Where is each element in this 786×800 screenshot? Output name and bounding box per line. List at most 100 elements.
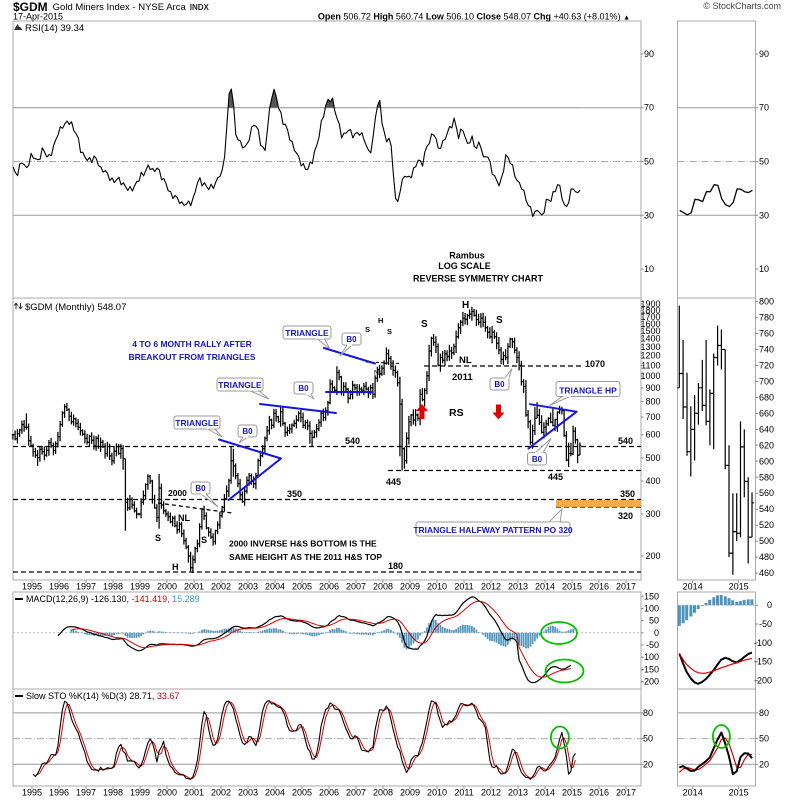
svg-text:REVERSE SYMMETRY CHART: REVERSE SYMMETRY CHART <box>413 274 544 284</box>
svg-text:2014: 2014 <box>683 582 703 592</box>
svg-text:600: 600 <box>759 456 774 466</box>
svg-text:1100: 1100 <box>641 361 660 371</box>
svg-text:700: 700 <box>759 376 774 386</box>
svg-text:2017: 2017 <box>616 582 636 592</box>
svg-text:480: 480 <box>759 552 774 562</box>
svg-text:2016: 2016 <box>589 788 609 798</box>
svg-text:1996: 1996 <box>49 582 69 592</box>
svg-text:50: 50 <box>644 157 654 167</box>
svg-text:S: S <box>496 315 503 326</box>
svg-text:TRIANGLE: TRIANGLE <box>175 418 219 428</box>
svg-text:1999: 1999 <box>130 788 150 798</box>
svg-text:300: 300 <box>645 509 660 519</box>
svg-text:2017: 2017 <box>616 788 636 798</box>
svg-text:540: 540 <box>618 436 633 446</box>
svg-text:Rambus: Rambus <box>449 251 485 261</box>
svg-text:80: 80 <box>759 708 769 718</box>
svg-text:TRIANGLE: TRIANGLE <box>218 380 262 390</box>
svg-text:2007: 2007 <box>346 582 366 592</box>
svg-text:S: S <box>155 533 161 543</box>
svg-text:$GDM (Monthly) 548.07: $GDM (Monthly) 548.07 <box>25 302 126 313</box>
svg-text:NL: NL <box>459 355 472 366</box>
svg-text:-50: -50 <box>646 640 659 650</box>
svg-text:2008: 2008 <box>373 582 393 592</box>
svg-text:2009: 2009 <box>400 582 420 592</box>
svg-text:2011: 2011 <box>454 582 473 592</box>
svg-text:0: 0 <box>767 600 772 610</box>
svg-text:2001: 2001 <box>184 788 204 798</box>
svg-text:180: 180 <box>388 561 403 571</box>
svg-text:2000: 2000 <box>157 582 177 592</box>
svg-text:2004: 2004 <box>265 582 285 592</box>
svg-text:B0: B0 <box>195 484 206 493</box>
svg-text:620: 620 <box>759 440 774 450</box>
svg-text:2014: 2014 <box>535 582 555 592</box>
svg-text:-150: -150 <box>754 657 772 667</box>
svg-text:150: 150 <box>644 591 659 601</box>
svg-text:50: 50 <box>643 734 653 744</box>
svg-text:560: 560 <box>759 488 774 498</box>
svg-text:2007: 2007 <box>346 788 366 798</box>
svg-text:700: 700 <box>645 412 660 422</box>
svg-text:680: 680 <box>759 392 774 402</box>
svg-text:520: 520 <box>759 520 774 530</box>
svg-text:30: 30 <box>644 210 654 220</box>
svg-text:2011: 2011 <box>452 372 473 383</box>
svg-text:640: 640 <box>759 424 774 434</box>
svg-text:2002: 2002 <box>211 788 231 798</box>
svg-text:500: 500 <box>759 536 774 546</box>
svg-text:2006: 2006 <box>319 582 339 592</box>
svg-text:1995: 1995 <box>22 788 42 798</box>
svg-text:2003: 2003 <box>238 788 258 798</box>
svg-text:2008: 2008 <box>373 788 393 798</box>
svg-text:2003: 2003 <box>238 582 258 592</box>
svg-text:400: 400 <box>645 476 660 486</box>
svg-text:1400: 1400 <box>640 334 660 344</box>
svg-text:50: 50 <box>649 616 659 626</box>
svg-text:2014: 2014 <box>683 788 703 798</box>
svg-text:1996: 1996 <box>49 788 69 798</box>
svg-text:740: 740 <box>759 345 774 355</box>
svg-text:2015: 2015 <box>729 582 749 592</box>
svg-text:2013: 2013 <box>508 582 528 592</box>
svg-text:50: 50 <box>759 734 769 744</box>
svg-text:70: 70 <box>644 103 654 113</box>
svg-text:-100: -100 <box>754 638 772 648</box>
svg-text:500: 500 <box>645 453 660 463</box>
svg-text:10: 10 <box>759 264 769 274</box>
svg-text:B0: B0 <box>532 455 543 464</box>
svg-text:90: 90 <box>644 49 654 59</box>
svg-text:580: 580 <box>759 472 774 482</box>
svg-text:BREAKOUT FROM TRIANGLES: BREAKOUT FROM TRIANGLES <box>128 352 255 362</box>
svg-text:780: 780 <box>759 313 774 323</box>
svg-text:900: 900 <box>645 383 660 393</box>
svg-text:800: 800 <box>759 297 774 307</box>
svg-text:30: 30 <box>759 210 769 220</box>
svg-text:2000: 2000 <box>168 488 187 498</box>
svg-text:660: 660 <box>759 408 774 418</box>
svg-text:2006: 2006 <box>319 788 339 798</box>
svg-text:100: 100 <box>644 604 659 614</box>
svg-text:70: 70 <box>759 103 769 113</box>
svg-text:2004: 2004 <box>265 788 285 798</box>
svg-text:350: 350 <box>620 489 635 499</box>
svg-text:S: S <box>387 327 392 336</box>
svg-text:1600: 1600 <box>640 319 660 329</box>
svg-text:2001: 2001 <box>184 582 204 592</box>
svg-text:50: 50 <box>759 157 769 167</box>
svg-text:2016: 2016 <box>589 582 609 592</box>
svg-text:540: 540 <box>345 436 360 446</box>
svg-text:2012: 2012 <box>481 582 501 592</box>
svg-text:1200: 1200 <box>640 351 660 361</box>
svg-text:1070: 1070 <box>585 359 605 369</box>
svg-text:2013: 2013 <box>508 788 528 798</box>
svg-text:2002: 2002 <box>211 582 231 592</box>
svg-text:200: 200 <box>645 551 660 561</box>
svg-text:TRIANGLE HP: TRIANGLE HP <box>559 386 617 396</box>
svg-text:445: 445 <box>386 477 401 487</box>
svg-text:2010: 2010 <box>427 788 447 798</box>
svg-text:90: 90 <box>759 49 769 59</box>
svg-text:0: 0 <box>654 628 659 638</box>
svg-text:1999: 1999 <box>130 582 150 592</box>
